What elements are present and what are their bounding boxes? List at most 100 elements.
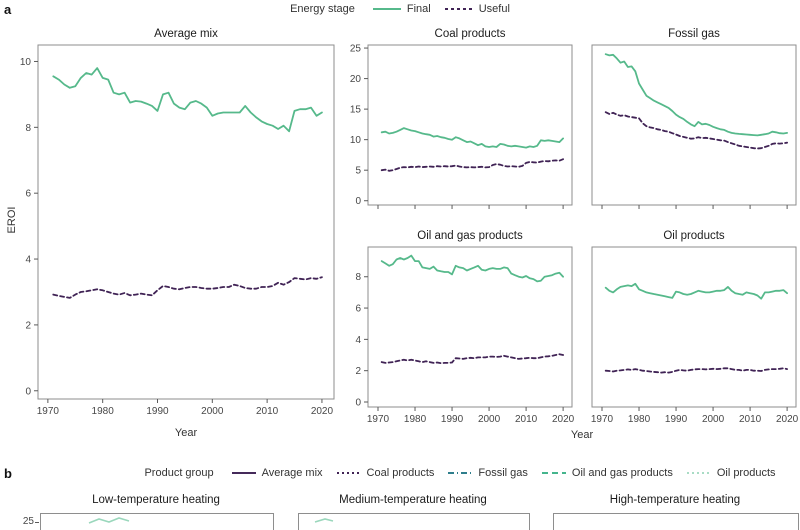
x-tick-label: 2010 xyxy=(515,414,538,425)
series-final-line xyxy=(380,127,565,149)
oil-and-gas-products-line-swatch xyxy=(541,472,566,474)
y-tick-label: 2 xyxy=(25,320,31,331)
legend-item-final-label: Final xyxy=(406,3,431,15)
x-tick-label: 1990 xyxy=(146,406,169,417)
chart-oil-and-gas-products-plot: 0 2 4 6 8 1970 1980 1990 2000 2010 2020 xyxy=(355,246,575,425)
chart-fossil-gas-title: Fossil gas xyxy=(668,28,720,40)
plot-border xyxy=(367,44,573,206)
coal-products-line-swatch xyxy=(336,472,361,474)
y-tick-label: 20 xyxy=(350,74,362,85)
chart-medium-temp-heating-title: Medium-temperature heating xyxy=(339,494,487,506)
chart-fossil-gas-plot xyxy=(591,44,797,209)
y-tick-label: 4 xyxy=(25,255,31,266)
chart-oil-products: Oil products 1970 1980 1990 2000 2010 2020 xyxy=(558,229,800,429)
y-tick-label: 10 xyxy=(20,57,32,68)
panel-b-y-tick-mark xyxy=(35,522,39,523)
x-tick-label: 1970 xyxy=(591,414,614,425)
x-tick-label: 2000 xyxy=(201,406,224,417)
x-tick-label: 2000 xyxy=(702,414,725,425)
series-final-line xyxy=(380,254,565,283)
chart-average-mix-title: Average mix xyxy=(154,28,218,40)
y-tick-label: 8 xyxy=(25,123,31,134)
panel-b-y-tick-label: 25 xyxy=(22,516,34,527)
chart-low-temp-heating-box xyxy=(40,513,274,530)
series-useful-line xyxy=(604,111,789,150)
useful-line-swatch xyxy=(444,8,473,10)
plot-border xyxy=(37,44,335,400)
y-tick-label: 8 xyxy=(355,272,361,283)
average-mix-line-swatch xyxy=(231,472,256,474)
y-tick-label: 10 xyxy=(350,135,362,146)
chart-coal-products: Coal products 0 5 10 15 20 25 xyxy=(334,27,578,212)
legend-item-average-mix: Average mix xyxy=(231,467,323,479)
chart-oil-products-plot: 1970 1980 1990 2000 2010 2020 xyxy=(591,246,799,425)
legend-energy-stage-title: Energy stage xyxy=(290,3,355,15)
panel-b-label: b xyxy=(4,466,12,481)
y-axis-label-eroi: EROI xyxy=(6,206,18,234)
series-useful-line xyxy=(52,276,323,299)
chart-coal-products-title: Coal products xyxy=(434,28,506,40)
fossil-gas-line-swatch xyxy=(448,472,473,474)
plot-border xyxy=(591,44,797,206)
x-tick-label: 2020 xyxy=(776,414,799,425)
y-tick-label: 4 xyxy=(355,335,361,346)
x-tick-label: 1990 xyxy=(665,414,688,425)
y-tick-label: 0 xyxy=(25,386,31,397)
x-tick-label: 2010 xyxy=(256,406,279,417)
x-tick-label: 1980 xyxy=(92,406,115,417)
legend-item-oil-products: Oil products xyxy=(686,467,776,479)
x-axis-label-year-left: Year xyxy=(174,427,198,439)
legend-item-useful: Useful xyxy=(444,3,510,15)
chart-average-mix-plot: 0 2 4 6 8 10 1970 1980 1990 2000 2010 2020 xyxy=(20,44,335,417)
curve-preview xyxy=(314,518,334,523)
chart-oil-and-gas-products-title: Oil and gas products xyxy=(417,230,523,242)
chart-fossil-gas: Fossil gas xyxy=(558,27,800,212)
y-tick-label: 25 xyxy=(350,44,362,55)
legend-item-average-mix-label: Average mix xyxy=(261,467,323,479)
y-tick-label: 5 xyxy=(355,166,361,177)
legend-product-group: Product group Average mix Coal products … xyxy=(0,467,800,479)
y-tick-label: 6 xyxy=(355,304,361,315)
x-tick-label: 1980 xyxy=(628,414,651,425)
x-tick-label: 2020 xyxy=(552,414,575,425)
x-tick-label: 2010 xyxy=(739,414,762,425)
x-axis-label-year-right: Year xyxy=(570,429,594,441)
curve-preview xyxy=(88,517,130,524)
y-tick-label: 0 xyxy=(355,397,361,408)
plot-border xyxy=(367,246,573,408)
x-tick-label: 2000 xyxy=(478,414,501,425)
chart-oil-products-title: Oil products xyxy=(663,230,725,242)
series-final-line xyxy=(604,282,789,300)
y-tick-label: 15 xyxy=(350,105,362,116)
chart-high-temp-heating-title: High-temperature heating xyxy=(609,494,741,506)
x-tick-label: 1970 xyxy=(367,414,390,425)
legend-product-group-title: Product group xyxy=(144,467,214,479)
legend-item-coal-products-label: Coal products xyxy=(366,467,435,479)
legend-item-oil-products-label: Oil products xyxy=(716,467,776,479)
chart-medium-temp-heating-box xyxy=(298,513,530,530)
series-useful-line xyxy=(380,353,565,365)
legend-item-oil-and-gas-products: Oil and gas products xyxy=(541,467,673,479)
legend-item-fossil-gas: Fossil gas xyxy=(447,467,528,479)
legend-item-fossil-gas-label: Fossil gas xyxy=(478,467,528,479)
legend-item-coal-products: Coal products xyxy=(336,467,435,479)
chart-coal-products-plot: 0 5 10 15 20 25 xyxy=(350,44,573,209)
series-useful-line xyxy=(604,367,789,374)
chart-low-temp-heating-title: Low-temperature heating xyxy=(92,494,220,506)
y-tick-label: 6 xyxy=(25,189,31,200)
panel-a-label: a xyxy=(4,2,12,17)
legend-energy-stage: Energy stage Final Useful xyxy=(0,3,800,15)
oil-products-line-swatch xyxy=(686,472,711,474)
y-tick-label: 0 xyxy=(355,196,361,207)
x-tick-label: 1990 xyxy=(441,414,464,425)
series-final-line xyxy=(604,53,789,137)
chart-high-temp-heating-box xyxy=(553,513,799,530)
legend-item-final: Final xyxy=(372,3,431,15)
series-final-line xyxy=(52,67,323,133)
chart-average-mix: Average mix 0 2 4 6 8 10 1970 1980 1990 2000 2010 2… xyxy=(0,27,352,432)
x-tick-label: 2020 xyxy=(311,406,334,417)
legend-item-useful-label: Useful xyxy=(478,3,510,15)
x-tick-label: 1970 xyxy=(37,406,60,417)
legend-item-oil-and-gas-products-label: Oil and gas products xyxy=(571,467,673,479)
